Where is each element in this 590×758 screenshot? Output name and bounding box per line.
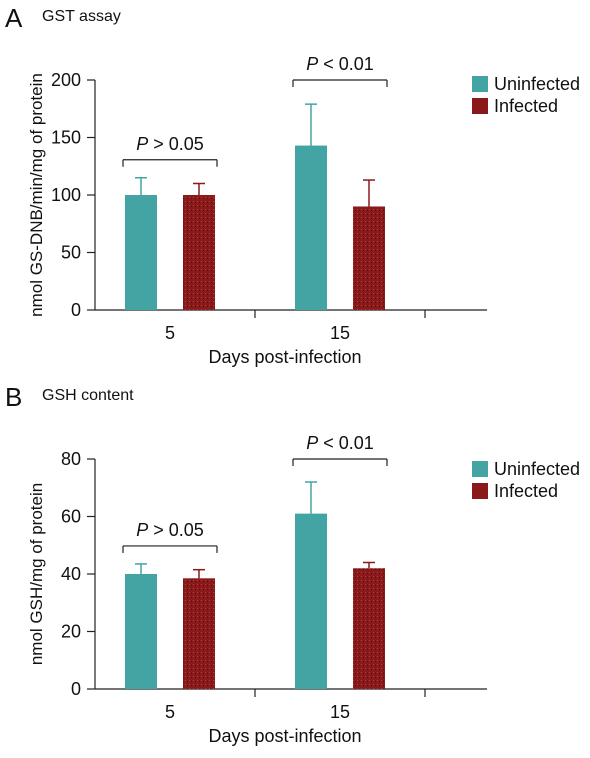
x-axis-title: Days post-infection <box>208 347 361 367</box>
significance-label: P < 0.01 <box>306 433 374 453</box>
p-symbol: P <box>136 134 148 154</box>
bar-infected-5 <box>183 578 215 689</box>
y-tick-label: 50 <box>61 243 81 263</box>
y-tick-label: 100 <box>51 185 81 205</box>
y-tick-label: 0 <box>71 679 81 699</box>
legend-swatch-infected <box>472 98 488 114</box>
y-tick-label: 200 <box>51 70 81 90</box>
x-tick-label: 5 <box>165 323 175 343</box>
legend-swatch-uninfected <box>472 76 488 92</box>
legend-swatch-infected <box>472 483 488 499</box>
bar-infected-5 <box>183 195 215 310</box>
y-tick-label: 0 <box>71 300 81 320</box>
x-axis-title: Days post-infection <box>208 726 361 746</box>
y-tick-label: 80 <box>61 449 81 469</box>
y-tick-label: 20 <box>61 622 81 642</box>
legend-label: Uninfected <box>494 458 581 479</box>
p-symbol: P <box>306 54 318 74</box>
legend-item-uninfected: Uninfected <box>472 73 580 95</box>
p-value: > 0.05 <box>148 520 204 540</box>
legend-item-uninfected: Uninfected <box>472 458 580 480</box>
y-axis-title: nmol GS-DNB/min/mg of protein <box>27 73 46 317</box>
p-value: < 0.01 <box>318 54 374 74</box>
x-tick-label: 5 <box>165 702 175 722</box>
y-tick-label: 60 <box>61 507 81 527</box>
legend-label: Infected <box>494 95 559 116</box>
panel-b: B GSH content 0 20 40 60 80 5 15 P > 0.05 P < 0.… <box>0 379 590 758</box>
legend-item-infected: Infected <box>472 95 580 117</box>
legend: Uninfected Infected <box>472 458 580 502</box>
legend-item-infected: Infected <box>472 480 580 502</box>
y-axis-title: nmol GSH/mg of protein <box>27 483 46 665</box>
legend: Uninfected Infected <box>472 73 580 117</box>
significance-label: P > 0.05 <box>136 520 204 540</box>
x-tick-label: 15 <box>330 323 350 343</box>
p-symbol: P <box>136 520 148 540</box>
significance-label: P < 0.01 <box>306 54 374 74</box>
legend-label: Uninfected <box>494 73 581 94</box>
bar-infected-15 <box>353 206 385 310</box>
y-tick-label: 40 <box>61 564 81 584</box>
panel-title: GSH content <box>42 387 134 404</box>
bar-uninfected-5 <box>125 574 157 689</box>
p-value: < 0.01 <box>318 433 374 453</box>
panel-title: GST assay <box>42 8 121 25</box>
p-symbol: P <box>306 433 318 453</box>
legend-label: Infected <box>494 480 559 501</box>
significance-label: P > 0.05 <box>136 134 204 154</box>
y-tick-label: 150 <box>51 128 81 148</box>
p-value: > 0.05 <box>148 134 204 154</box>
panel-letter: B <box>5 382 23 412</box>
panel-letter: A <box>5 3 23 33</box>
x-tick-label: 15 <box>330 702 350 722</box>
bar-uninfected-15 <box>295 145 327 310</box>
bar-infected-15 <box>353 568 385 689</box>
bar-uninfected-15 <box>295 513 327 689</box>
legend-swatch-uninfected <box>472 461 488 477</box>
panel-a: A GST assay 0 50 100 150 200 5 15 P > 0.05 P < 0… <box>5 3 580 367</box>
bar-uninfected-5 <box>125 195 157 310</box>
